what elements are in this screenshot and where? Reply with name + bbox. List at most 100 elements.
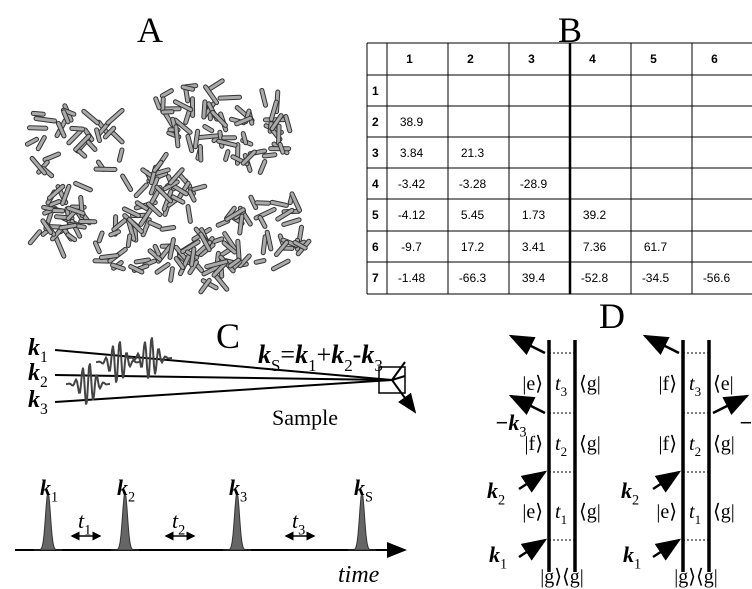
page: ABCD1234561238.933.8421.34-3.42-3.28-28.… bbox=[0, 0, 752, 589]
label-sub: 2 bbox=[632, 493, 639, 509]
bond bbox=[84, 111, 98, 122]
panel-label: D bbox=[599, 296, 625, 336]
bra: ⟨g| bbox=[579, 433, 601, 455]
field-label: −k3 bbox=[495, 410, 527, 441]
table: 1234561238.933.8421.34-3.42-3.28-28.95-4… bbox=[367, 43, 752, 294]
bond bbox=[197, 136, 217, 138]
field-label: k2 bbox=[621, 478, 639, 509]
label-base: k bbox=[229, 475, 240, 500]
column-header: 2 bbox=[467, 52, 474, 66]
label-base: −k bbox=[739, 410, 752, 435]
field-arrow bbox=[511, 336, 545, 353]
field-label: k1 bbox=[489, 542, 507, 573]
ground-state: |g⟩⟨g| bbox=[674, 566, 718, 588]
column-header: 6 bbox=[711, 52, 718, 66]
label-base: −k bbox=[495, 410, 519, 435]
field-arrow bbox=[519, 540, 545, 557]
row-header: 7 bbox=[372, 271, 379, 285]
cell: -28.9 bbox=[520, 177, 548, 191]
bond bbox=[264, 155, 275, 156]
bond bbox=[72, 128, 83, 129]
ground-state: |g⟩⟨g| bbox=[540, 566, 584, 588]
bond bbox=[209, 81, 223, 90]
row-header: 3 bbox=[372, 146, 379, 160]
label-base: k bbox=[623, 542, 634, 567]
field-arrow bbox=[645, 336, 679, 353]
field-label: k2 bbox=[487, 478, 505, 509]
label-base: + bbox=[317, 340, 332, 369]
column-header: 1 bbox=[406, 52, 413, 66]
bond bbox=[263, 237, 265, 253]
cell: 1.73 bbox=[522, 208, 546, 222]
row-header: 2 bbox=[372, 115, 379, 129]
ket: |f⟩ bbox=[659, 433, 677, 455]
row-header: 4 bbox=[372, 177, 379, 191]
label-base: = bbox=[280, 340, 295, 369]
cell: 17.2 bbox=[461, 240, 485, 254]
cell: -52.8 bbox=[581, 271, 609, 285]
bond bbox=[163, 99, 164, 111]
bond bbox=[260, 217, 265, 226]
delay-label: t1 bbox=[78, 508, 91, 539]
label-base: k bbox=[331, 340, 344, 369]
label-sub: 2 bbox=[344, 356, 352, 375]
label-sub: 3 bbox=[561, 384, 568, 399]
bond bbox=[256, 261, 264, 263]
beam bbox=[392, 380, 415, 412]
cell: -66.3 bbox=[459, 271, 487, 285]
cell: -3.28 bbox=[459, 177, 487, 191]
bond bbox=[162, 227, 174, 229]
panel-label: C bbox=[216, 316, 240, 356]
row-header: 1 bbox=[372, 84, 379, 98]
bond bbox=[171, 269, 173, 281]
cell: 7.36 bbox=[583, 240, 607, 254]
bond bbox=[260, 162, 265, 173]
cell: 21.3 bbox=[461, 146, 485, 160]
bond bbox=[240, 216, 242, 233]
label-base: k bbox=[258, 340, 271, 369]
bond bbox=[188, 136, 192, 150]
label-base: k bbox=[354, 475, 365, 500]
field-arrow bbox=[653, 540, 679, 557]
label-sub: 2 bbox=[40, 374, 48, 391]
label-sub: 1 bbox=[561, 512, 568, 527]
ket: |f⟩ bbox=[525, 433, 543, 455]
label-sub: 1 bbox=[695, 512, 702, 527]
figure: ABCD1234561238.933.8421.34-3.42-3.28-28.… bbox=[0, 0, 752, 589]
time-interval: t1 bbox=[555, 501, 567, 527]
label-base: k bbox=[295, 340, 308, 369]
column-header: 4 bbox=[589, 52, 596, 66]
bond bbox=[262, 90, 266, 105]
row-header: 6 bbox=[372, 240, 379, 254]
time-interval: t3 bbox=[689, 373, 701, 399]
bond bbox=[150, 223, 160, 227]
label-sub: 2 bbox=[128, 490, 135, 506]
column-header: 3 bbox=[528, 52, 535, 66]
cell: 39.2 bbox=[583, 208, 607, 222]
cell: 3.84 bbox=[400, 146, 424, 160]
cell: 61.7 bbox=[644, 240, 668, 254]
cell: 5.45 bbox=[461, 208, 485, 222]
label-sub: 1 bbox=[40, 349, 48, 366]
cell: -56.6 bbox=[703, 271, 731, 285]
field-arrow bbox=[653, 472, 679, 489]
label-base: k bbox=[117, 475, 128, 500]
label-sub: S bbox=[365, 490, 373, 506]
ket: |f⟩ bbox=[659, 373, 677, 395]
label-base: k bbox=[28, 387, 40, 413]
label-sub: 1 bbox=[51, 490, 58, 506]
row-header: 5 bbox=[372, 208, 379, 222]
time-interval: t3 bbox=[555, 373, 567, 399]
panel-label: A bbox=[137, 10, 163, 50]
bond bbox=[220, 97, 239, 98]
label-sub: 1 bbox=[500, 557, 507, 573]
label-base: k bbox=[40, 475, 51, 500]
bond bbox=[286, 117, 290, 131]
field-label: k1 bbox=[623, 542, 641, 573]
cell: -3.42 bbox=[398, 177, 426, 191]
bond bbox=[128, 236, 129, 246]
column-header: 5 bbox=[650, 52, 657, 66]
label-base: k bbox=[487, 478, 498, 503]
label-sub: 2 bbox=[561, 444, 568, 459]
beam-label: k3 bbox=[28, 387, 48, 418]
